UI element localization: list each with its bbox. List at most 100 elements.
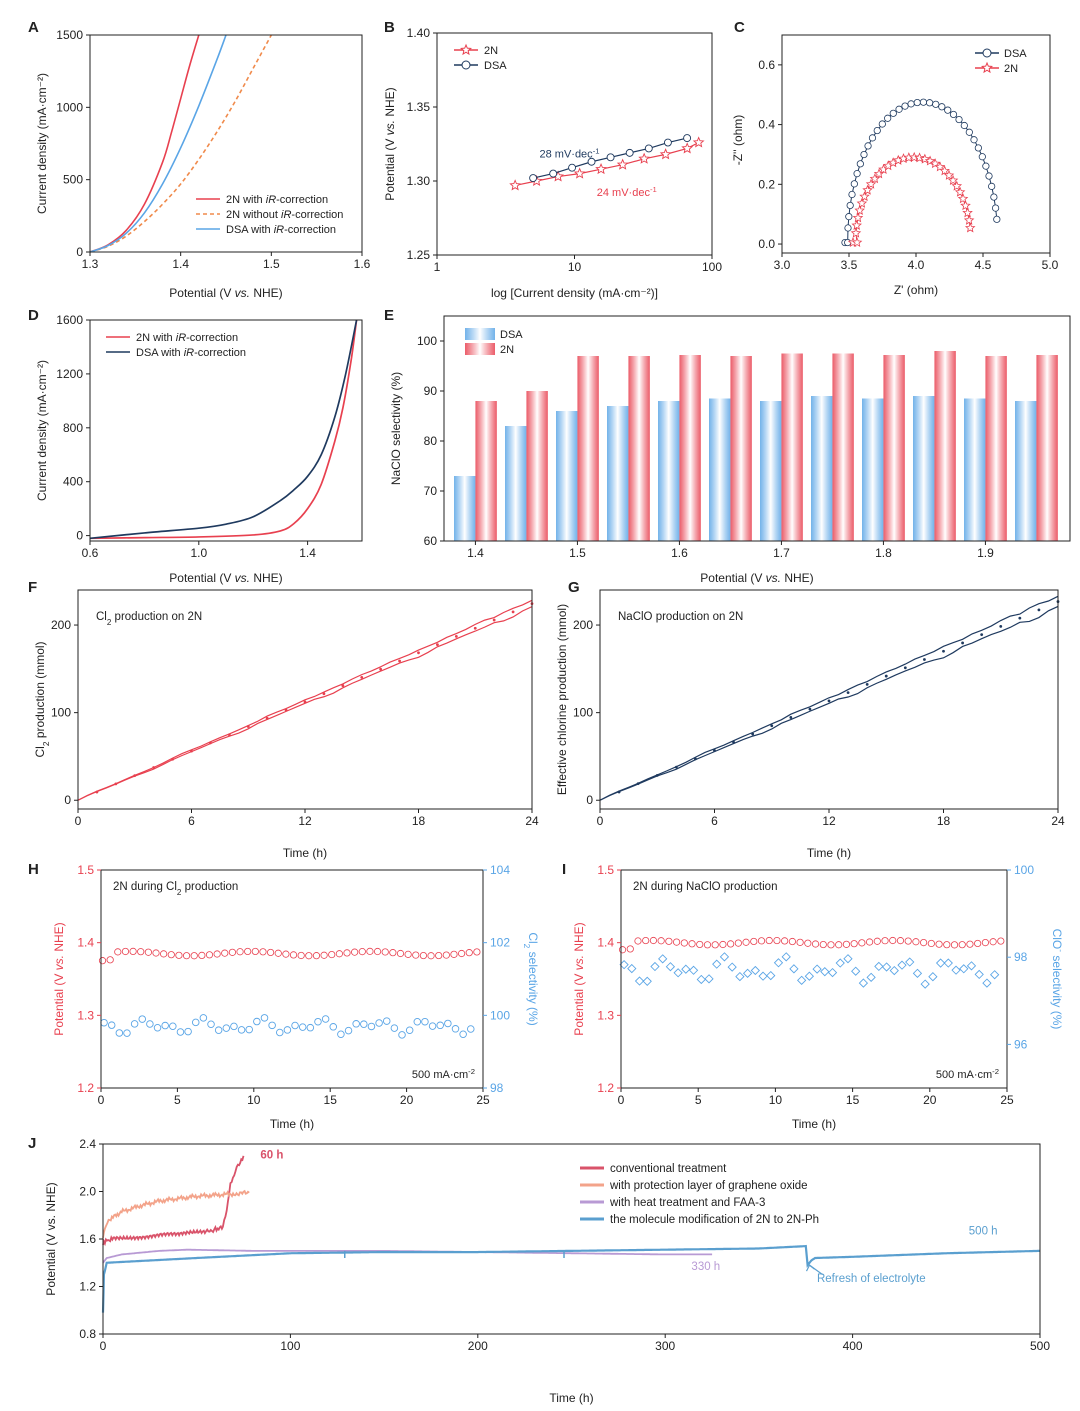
selectivity-point [115, 1029, 124, 1037]
potential-point [657, 937, 665, 945]
potential-point [221, 949, 229, 957]
legend-label: the molecule modification of 2N to 2N-Ph [610, 1214, 819, 1226]
data-point [947, 174, 959, 185]
series-line-1 [102, 1189, 250, 1238]
y-tick-label: 1500 [56, 28, 83, 42]
y-tick-label: 2.4 [79, 1137, 96, 1151]
data-point [864, 142, 872, 150]
selectivity-point [191, 1018, 200, 1027]
potential-point [734, 939, 742, 947]
legend-marker [461, 60, 471, 70]
x-tick-label: 10 [769, 1093, 783, 1107]
y-axis-label: Current density (mA·cm⁻²) [35, 73, 49, 214]
potential-point [943, 941, 951, 949]
potential-point [950, 941, 959, 949]
potential-point [696, 940, 704, 949]
selectivity-point [100, 1018, 108, 1027]
selectivity-point [766, 970, 776, 981]
potential-point [160, 950, 168, 958]
selectivity-point [990, 970, 1000, 980]
potential-point [989, 938, 997, 946]
potential-point [458, 949, 466, 958]
y-tick-label: 200 [573, 618, 593, 632]
upper-bound-line [599, 595, 1059, 801]
potential-point [765, 936, 773, 945]
y-axis-label: -Z'' (ohm) [731, 115, 745, 166]
potential-point [312, 952, 321, 960]
selectivity-point [943, 958, 953, 968]
x-tick-label: 12 [822, 814, 836, 828]
data-point [960, 200, 971, 211]
y-axis-label: Current density (mA·cm⁻²) [35, 360, 49, 501]
selectivity-point [344, 1026, 353, 1035]
x-tick-label: 25 [1000, 1093, 1014, 1107]
data-point [988, 182, 996, 190]
data-point [869, 173, 881, 184]
potential-point [634, 937, 642, 945]
potential-point [205, 951, 214, 959]
bar-2n [475, 401, 497, 541]
mean-point [770, 724, 774, 728]
bar-2n [526, 391, 548, 541]
y2-tick-label: 98 [490, 1081, 504, 1095]
potential-point [796, 938, 804, 946]
data-point [990, 193, 998, 201]
potential-point [152, 949, 160, 957]
selectivity-point [750, 965, 760, 976]
mean-point [655, 774, 659, 777]
potential-point [244, 947, 252, 956]
potential-point [358, 948, 366, 956]
selectivity-point [959, 964, 969, 974]
panel-f-chart: F 0 6 12 18 24 0 100 200 Time (h) Cl2 production (… [28, 579, 539, 860]
potential-point [267, 948, 275, 957]
potential-point [450, 950, 458, 958]
data-point [860, 150, 868, 159]
data-point [957, 193, 969, 204]
x-tick-label: 18 [412, 814, 426, 828]
panel-label: J [28, 1135, 36, 1152]
potential-point [688, 940, 696, 948]
mean-point [846, 691, 850, 695]
mean-point [417, 651, 420, 655]
y-tick-label: 1.5 [597, 863, 614, 877]
y-tick-label: 1.3 [597, 1008, 614, 1022]
selectivity-point [199, 1014, 208, 1022]
selectivity-point [858, 978, 869, 988]
x-axis-label: Time (h) [549, 1391, 593, 1405]
potential-point [889, 936, 897, 945]
data-point [960, 121, 968, 130]
y-axis-label: Effective chlorine production (mmol) [555, 604, 569, 795]
selectivity-point [789, 964, 799, 974]
selectivity-point [268, 1021, 276, 1030]
data-point [606, 153, 615, 162]
selectivity-point [459, 1030, 467, 1038]
data-point [865, 178, 877, 189]
potential-point [419, 951, 428, 960]
mean-point [884, 674, 888, 678]
data-point [595, 162, 607, 175]
potential-point [981, 939, 989, 947]
bar-2n [934, 351, 956, 541]
bar-dsa [556, 411, 578, 541]
potential-point [896, 937, 905, 945]
selectivity-point [797, 975, 807, 985]
series-line-3 [101, 1244, 1040, 1313]
potential-point [175, 951, 183, 959]
selectivity-point [321, 1015, 330, 1023]
annotation: 500 h [969, 1225, 998, 1237]
bar-dsa [505, 426, 527, 541]
potential-point [114, 948, 122, 956]
lower-bound-line [599, 605, 1059, 801]
selectivity-point [176, 1028, 185, 1036]
panel-a-chart: A 1.3 1.4 1.5 1.6 0 500 1000 1500 Potential (V vs… [28, 19, 371, 300]
y-tick-label: 1.4 [77, 936, 94, 950]
selectivity-point [681, 964, 691, 974]
panel-label: H [28, 861, 39, 878]
bar-dsa [964, 398, 986, 541]
data-point [964, 222, 976, 233]
x-tick-label: 1.6 [354, 257, 371, 271]
x-axis-label: Time (h) [283, 846, 327, 860]
data-point [853, 170, 861, 178]
series-line-2 [89, 34, 227, 253]
y-tick-label: 100 [417, 334, 437, 348]
